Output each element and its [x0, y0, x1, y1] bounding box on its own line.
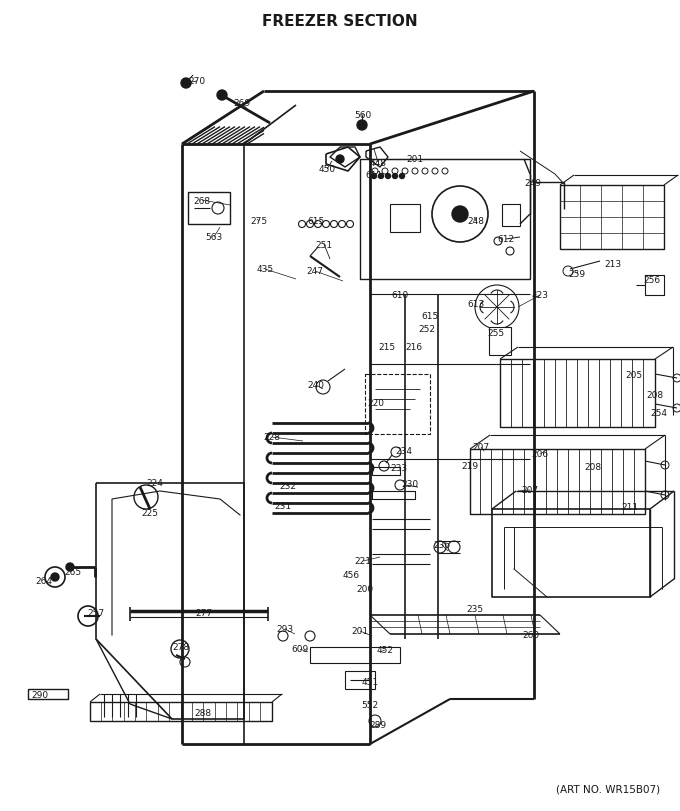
Text: 257: 257	[88, 609, 105, 618]
Text: 230: 230	[401, 480, 419, 489]
Bar	[188, 193, 230, 225]
Text: 201: 201	[407, 156, 424, 165]
Text: 235: 235	[466, 605, 483, 614]
Text: 206: 206	[532, 450, 549, 459]
Text: 228: 228	[263, 433, 280, 442]
Text: 216: 216	[405, 343, 422, 352]
Text: 255: 255	[488, 329, 505, 338]
Text: 205: 205	[626, 371, 643, 380]
Text: 207: 207	[522, 486, 539, 495]
Bar	[502, 204, 520, 227]
Text: 610: 610	[392, 291, 409, 300]
Text: 609: 609	[291, 645, 309, 654]
Bar	[365, 375, 430, 435]
Text: 611: 611	[365, 171, 383, 180]
Text: 451: 451	[362, 678, 379, 687]
Text: 268: 268	[193, 196, 211, 205]
Circle shape	[399, 174, 405, 179]
Bar	[90, 702, 272, 721]
Text: 289: 289	[369, 721, 386, 730]
Text: FREEZER SECTION: FREEZER SECTION	[262, 15, 418, 29]
Text: 290: 290	[31, 691, 48, 700]
Circle shape	[386, 174, 390, 179]
Bar	[345, 672, 375, 689]
Circle shape	[51, 573, 59, 581]
Text: 215: 215	[379, 343, 396, 352]
Text: 275: 275	[250, 217, 267, 226]
Text: 236: 236	[433, 541, 451, 550]
Text: 234: 234	[396, 447, 413, 456]
Text: 264: 264	[35, 577, 52, 586]
Text: 232: 232	[279, 482, 296, 491]
Text: 251: 251	[316, 240, 333, 249]
Text: 278: 278	[173, 642, 190, 652]
Text: 201: 201	[352, 627, 369, 636]
Text: 221: 221	[354, 557, 371, 566]
Text: 277: 277	[195, 609, 213, 618]
Text: 254: 254	[651, 409, 668, 418]
Circle shape	[181, 79, 191, 89]
Circle shape	[217, 91, 227, 101]
Circle shape	[357, 121, 367, 131]
Bar	[390, 204, 420, 233]
Text: 225: 225	[141, 508, 158, 518]
Text: 208: 208	[584, 463, 602, 472]
Text: 270: 270	[188, 77, 205, 87]
Text: 269: 269	[233, 100, 250, 109]
Text: 256: 256	[643, 277, 660, 285]
Bar	[560, 186, 664, 250]
Text: 252: 252	[418, 325, 435, 334]
Text: 200: 200	[356, 585, 373, 594]
Text: 231: 231	[275, 502, 292, 511]
Text: 259: 259	[568, 270, 585, 279]
Text: 613: 613	[467, 300, 485, 309]
Text: 293: 293	[277, 624, 294, 633]
Circle shape	[392, 174, 398, 179]
Circle shape	[371, 174, 377, 179]
Text: 288: 288	[194, 709, 211, 718]
Text: 560: 560	[354, 110, 372, 119]
Text: 563: 563	[205, 234, 222, 242]
Bar	[310, 647, 400, 663]
Text: 208: 208	[647, 391, 664, 400]
Text: 260: 260	[522, 631, 539, 640]
Text: 248: 248	[467, 217, 484, 226]
Bar	[360, 160, 530, 280]
Text: 552: 552	[362, 701, 379, 710]
Text: 615: 615	[307, 217, 324, 226]
Text: 615: 615	[422, 312, 439, 321]
Circle shape	[66, 564, 74, 571]
Text: 240: 240	[307, 381, 324, 390]
Text: 233: 233	[390, 464, 407, 473]
Text: 450: 450	[318, 165, 335, 174]
Text: 423: 423	[532, 291, 549, 300]
Text: 435: 435	[256, 265, 273, 274]
Text: 452: 452	[377, 646, 394, 654]
Bar	[489, 328, 511, 355]
Text: 247: 247	[307, 267, 324, 277]
Text: 213: 213	[605, 260, 622, 269]
Text: 612: 612	[498, 235, 515, 244]
Text: 207: 207	[473, 443, 490, 452]
Text: 220: 220	[367, 399, 384, 408]
Text: 456: 456	[343, 571, 360, 580]
Circle shape	[379, 174, 384, 179]
Text: 265: 265	[65, 568, 82, 577]
Text: 448: 448	[369, 158, 386, 167]
Circle shape	[336, 156, 344, 164]
Text: 249: 249	[524, 178, 541, 187]
Circle shape	[452, 207, 468, 223]
Text: 219: 219	[462, 462, 479, 471]
Text: 224: 224	[147, 479, 163, 488]
Text: 211: 211	[622, 503, 639, 512]
Text: (ART NO. WR15B07): (ART NO. WR15B07)	[556, 784, 660, 794]
